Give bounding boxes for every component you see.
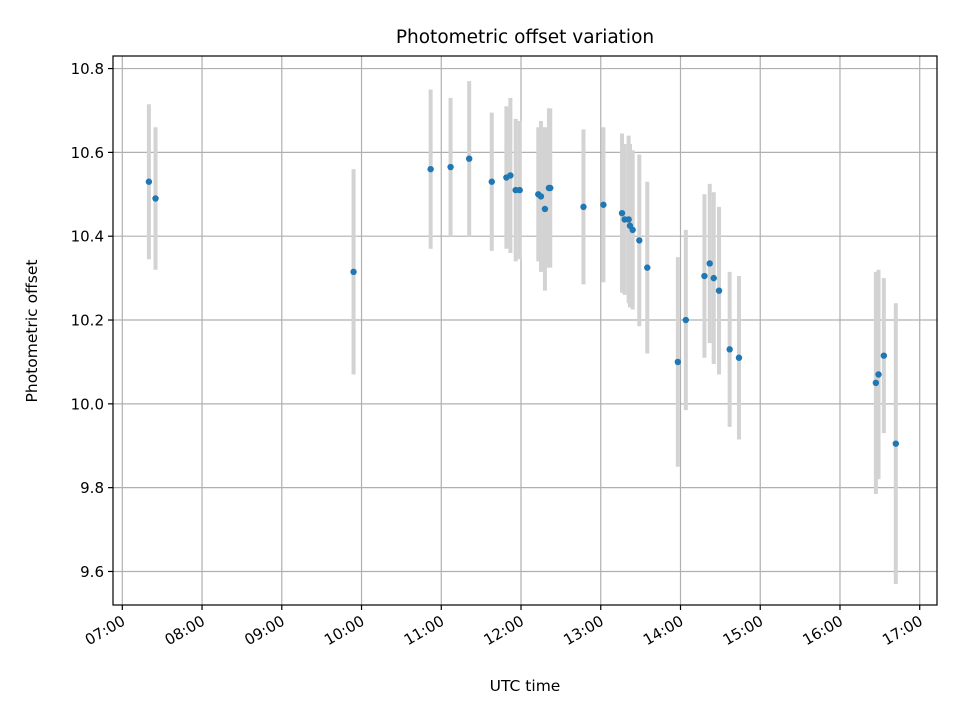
x-tick-label: 07:00 <box>82 612 128 649</box>
x-tick-label: 13:00 <box>560 612 606 649</box>
y-tick-label: 9.6 <box>80 563 104 581</box>
data-point <box>636 237 643 244</box>
data-point <box>507 172 514 179</box>
x-tick-label: 11:00 <box>401 612 447 649</box>
data-point <box>516 186 523 194</box>
data-point <box>629 226 636 234</box>
data-point <box>152 195 159 202</box>
point-layer <box>145 155 899 447</box>
data-point <box>350 268 357 276</box>
data-point <box>706 260 713 267</box>
data-point <box>735 354 743 361</box>
data-point <box>715 287 723 294</box>
x-tick-label: 17:00 <box>879 612 925 649</box>
x-tick-label: 10:00 <box>321 612 367 649</box>
errorbar-layer <box>146 81 898 585</box>
data-point <box>701 272 708 280</box>
y-tick-label: 9.8 <box>80 479 104 497</box>
x-axis-title: UTC time <box>490 677 561 695</box>
chart-title: Photometric offset variation <box>396 27 654 48</box>
data-point <box>580 203 587 211</box>
data-point <box>488 178 495 185</box>
data-point <box>625 216 632 223</box>
grid-layer <box>113 56 937 605</box>
plot-frame <box>112 55 938 606</box>
x-tick-label: 16:00 <box>800 612 846 649</box>
data-point <box>618 209 626 217</box>
data-point <box>674 358 682 366</box>
data-point <box>427 165 434 173</box>
data-point <box>447 163 454 171</box>
data-point <box>880 352 888 359</box>
data-point <box>600 201 607 208</box>
data-point <box>145 178 153 185</box>
data-point <box>710 274 717 282</box>
data-point <box>682 316 690 324</box>
x-tick-label: 08:00 <box>162 612 208 649</box>
y-tick-label: 10.0 <box>71 395 104 413</box>
x-tick-label: 15:00 <box>720 612 766 649</box>
data-point <box>541 205 549 213</box>
data-point <box>537 193 545 200</box>
x-tick-label: 09:00 <box>241 612 287 649</box>
x-tick-label: 12:00 <box>481 612 527 649</box>
y-tick-label: 10.2 <box>71 312 104 330</box>
y-tick-label: 10.8 <box>71 60 104 78</box>
data-point <box>547 184 554 192</box>
data-point <box>872 379 880 387</box>
data-point <box>644 264 651 271</box>
tick-layer: 07:00 08:00 09:00 10:00 11:00 12:00 13:00 14:00… <box>71 60 926 649</box>
y-tick-label: 10.6 <box>71 144 104 162</box>
x-tick-label: 14:00 <box>640 612 686 649</box>
y-axis-title: Photometric offset <box>23 260 41 403</box>
data-point <box>892 440 899 447</box>
data-point <box>465 155 473 162</box>
data-point <box>875 371 882 378</box>
data-point <box>726 346 733 353</box>
y-tick-label: 10.4 <box>71 228 104 246</box>
